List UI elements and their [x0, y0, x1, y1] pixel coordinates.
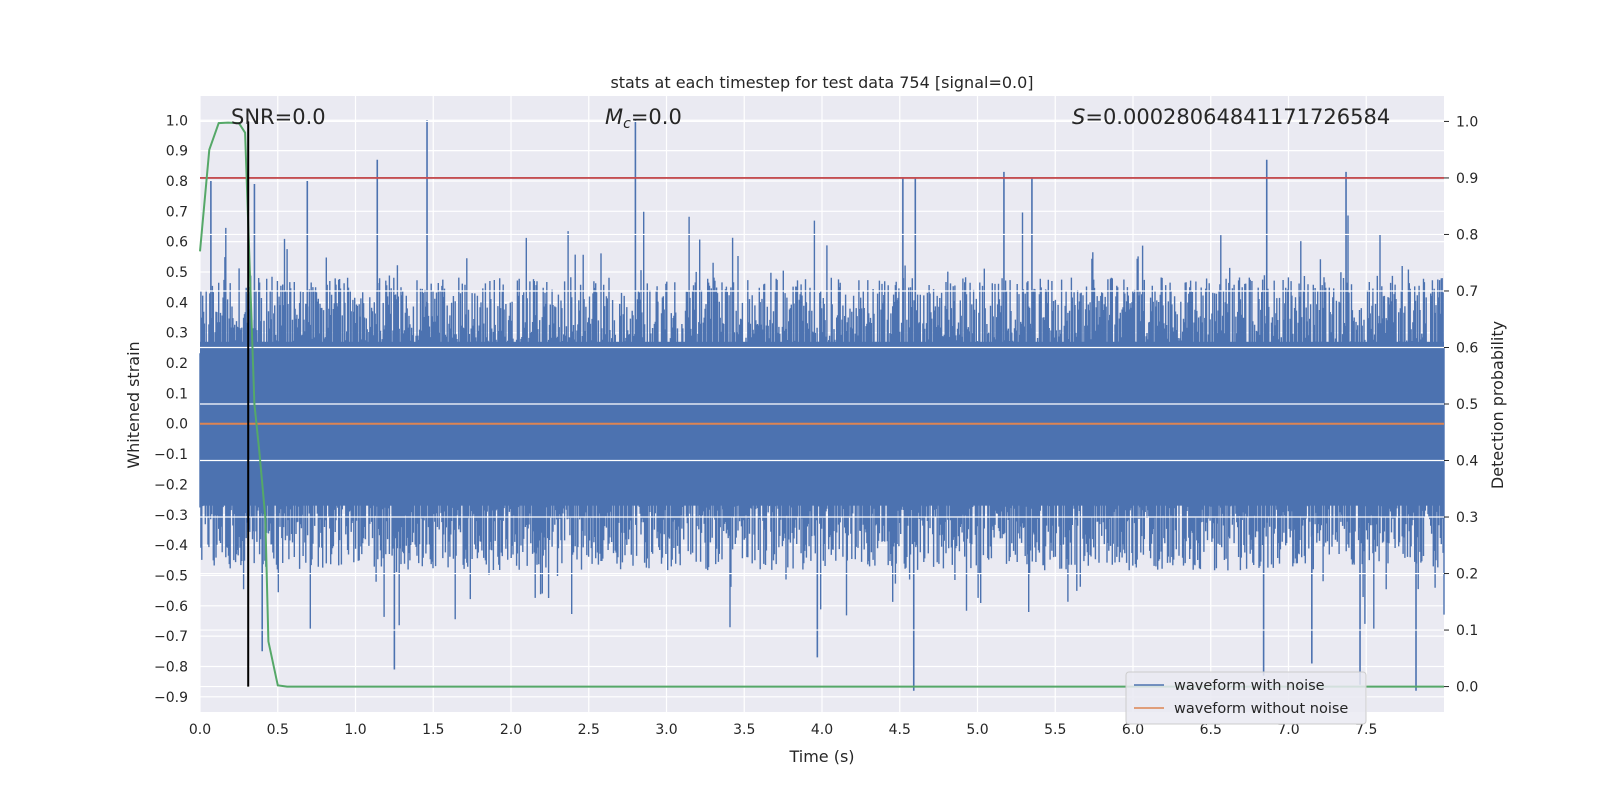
y-tick-label: −0.4 — [154, 538, 188, 554]
x-tick-label: 4.0 — [811, 722, 833, 738]
x-tick-label: 1.0 — [344, 722, 366, 738]
chirp-mass-subscript: c — [623, 116, 631, 132]
snr-annotation: SNR=0.0 — [231, 105, 326, 129]
right-y-tick-label: 0.6 — [1456, 340, 1478, 356]
x-tick-label: 7.5 — [1355, 722, 1377, 738]
x-tick-label: 5.5 — [1044, 722, 1066, 738]
detection-probability-line — [199, 121, 1444, 688]
y-tick-label: −0.1 — [154, 447, 188, 463]
right-y-tick-label: 0.4 — [1456, 454, 1478, 470]
legend-label-waveform-with-noise: waveform with noise — [1174, 678, 1325, 694]
x-tick-label: 3.0 — [655, 722, 677, 738]
right-y-axis-label: Detection probability — [1488, 321, 1507, 489]
x-tick-label: 2.0 — [500, 722, 522, 738]
y-tick-label: 0.0 — [166, 417, 188, 433]
y-tick-label: 0.8 — [166, 174, 188, 190]
legend-box — [1125, 671, 1367, 725]
x-tick-label: 6.5 — [1200, 722, 1222, 738]
s-statistic-symbol: S — [1072, 105, 1085, 129]
x-tick-label: 5.0 — [966, 722, 988, 738]
y-tick-label: 1.0 — [166, 113, 188, 129]
chirp-mass-value: =0.0 — [631, 105, 682, 129]
right-y-tick-label: 0.0 — [1456, 680, 1478, 696]
x-tick-label: 7.0 — [1277, 722, 1299, 738]
right-y-tick-label: 0.9 — [1456, 171, 1478, 187]
x-tick-label: 3.5 — [733, 722, 755, 738]
right-y-axis-ticks: 0.0 0.1 0.2 0.3 0.4 0.5 0.6 0.7 0.8 0.9 1.0 — [1444, 114, 1478, 696]
y-tick-label: −0.3 — [154, 508, 188, 524]
x-tick-label: 6.0 — [1122, 722, 1144, 738]
right-y-tick-label: 0.5 — [1456, 397, 1478, 413]
x-axis-ticks: 0.0 0.5 1.0 1.5 2.0 2.5 3.0 3.5 4.0 4.5 5.0 5.5 6.0 6… — [189, 722, 1378, 738]
y-tick-label: 0.1 — [166, 386, 188, 402]
y-tick-label: −0.2 — [154, 477, 188, 493]
x-axis-label: Time (s) — [788, 747, 854, 766]
x-tick-label: 4.5 — [889, 722, 911, 738]
right-y-tick-label: 0.1 — [1456, 623, 1478, 639]
chart-title: stats at each timestep for test data 754… — [610, 73, 1033, 92]
y-axis-label: Whitened strain — [124, 341, 143, 468]
y-tick-label: 0.5 — [166, 265, 188, 281]
y-tick-label: 0.2 — [166, 356, 188, 372]
y-tick-label: 0.4 — [166, 295, 188, 311]
y-tick-label: 0.9 — [166, 144, 188, 160]
x-tick-label: 2.5 — [578, 722, 600, 738]
right-y-tick-label: 0.3 — [1456, 510, 1478, 526]
y-tick-label: −0.8 — [154, 659, 188, 675]
y-tick-label: −0.5 — [154, 568, 188, 584]
right-y-tick-label: 1.0 — [1456, 114, 1478, 130]
x-tick-label: 1.5 — [422, 722, 444, 738]
right-y-tick-label: 0.8 — [1456, 227, 1478, 243]
right-y-tick-label: 0.2 — [1456, 567, 1478, 583]
s-statistic-annotation: S=0.00028064841171726584 — [1072, 105, 1390, 129]
y-tick-label: 0.6 — [166, 235, 188, 251]
y-tick-label: −0.7 — [154, 629, 188, 645]
y-tick-label: −0.9 — [154, 690, 188, 706]
legend: waveform with noise waveform without noi… — [1125, 671, 1367, 725]
chart-overlays — [199, 120, 1444, 688]
legend-label-waveform-without-noise: waveform without noise — [1174, 701, 1348, 717]
chirp-mass-annotation: Mc=0.0 — [605, 105, 682, 132]
x-tick-label: 0.5 — [267, 722, 289, 738]
x-tick-label: 0.0 — [189, 722, 211, 738]
y-tick-label: −0.6 — [154, 599, 188, 615]
right-y-tick-label: 0.7 — [1456, 284, 1478, 300]
s-statistic-value: =0.00028064841171726584 — [1085, 105, 1390, 129]
chirp-mass-symbol: M — [605, 105, 623, 129]
y-tick-label: 0.3 — [166, 326, 188, 342]
y-tick-label: 0.7 — [166, 204, 188, 220]
y-axis-ticks: −0.9 −0.8 −0.7 −0.6 −0.5 −0.4 −0.3 −0.2 −0.1 0.0 0… — [154, 113, 188, 706]
